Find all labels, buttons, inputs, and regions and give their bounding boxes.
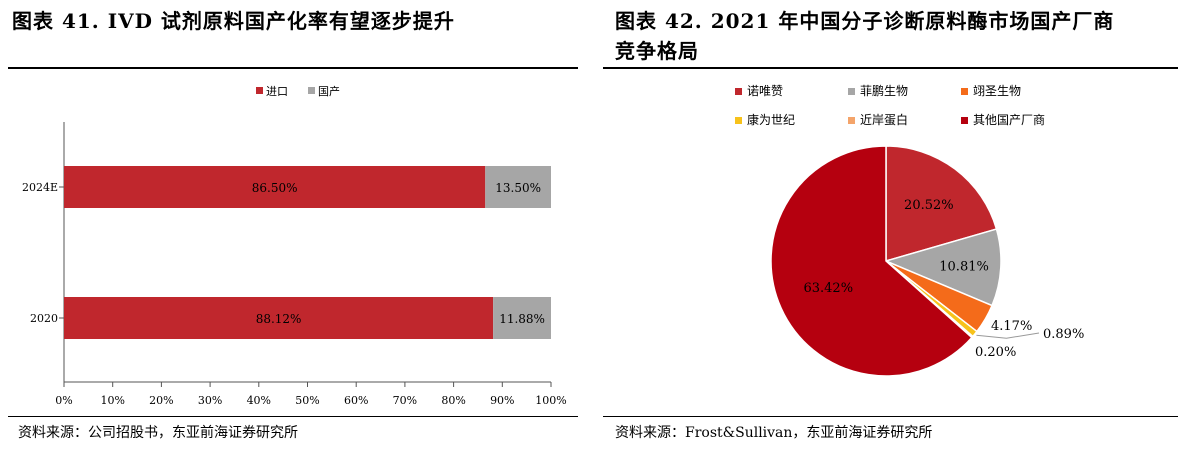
- y-tick-label-0: 2024E: [22, 181, 58, 194]
- pie-slice-1: [883, 228, 1002, 307]
- bar-label-0-0: 86.50%: [252, 181, 298, 195]
- bar-1-0: [64, 297, 494, 339]
- bar-1-1: [493, 297, 551, 339]
- right-source: 资料来源：Frost&Sullivan，东亚前海证券研究所: [615, 425, 933, 441]
- legend-label-2: 翊圣生物: [973, 83, 1021, 98]
- left-source: 资料来源：公司招股书，东亚前海证券研究所: [18, 425, 298, 441]
- x-tick-label-1: 10%: [100, 394, 124, 407]
- legend-swatch-1: [308, 87, 315, 94]
- legend-label-0: 进口: [266, 85, 288, 98]
- pie-label-4: 0.20%: [975, 345, 1016, 360]
- pie-label-0: 20.52%: [904, 198, 954, 213]
- legend-swatch-3: [735, 117, 742, 124]
- bar-0-0: [64, 166, 486, 208]
- legend-swatch-0: [256, 87, 263, 94]
- bar-label-1-0: 88.12%: [256, 312, 302, 326]
- right-source-rule: [603, 416, 1178, 417]
- legend-label-0: 诺唯赞: [747, 84, 783, 98]
- legend-swatch-5: [961, 117, 968, 124]
- y-tick-label-1: 2020: [30, 312, 58, 325]
- bar-label-0-1: 13.50%: [495, 181, 541, 195]
- legend-label-1: 菲鹏生物: [860, 84, 908, 98]
- x-tick-label-10: 100%: [535, 394, 566, 407]
- pie-label-1: 10.81%: [939, 260, 989, 275]
- pie-slice-0: [885, 145, 998, 262]
- right-chart-title: 图表 42. 2021 年中国分子诊断原料酶市场国产厂商 竞争格局: [615, 9, 1115, 63]
- pie-leader-3: [976, 332, 1040, 339]
- x-tick-label-8: 80%: [441, 394, 465, 407]
- bar-0-1: [485, 166, 551, 208]
- left-panel: 图表 41. IVD 试剂原料国产化率有望逐步提升 进口 国产 0% 10% 20% 30…: [0, 0, 580, 449]
- pie-slice-5: [770, 145, 973, 377]
- right-panel: 图表 42. 2021 年中国分子诊断原料酶市场国产厂商 竞争格局 诺唯赞 菲鹏生…: [603, 0, 1182, 449]
- left-title-rule: [8, 67, 578, 69]
- legend-label-5: 其他国产厂商: [973, 112, 1045, 127]
- legend-swatch-4: [848, 117, 855, 124]
- legend-swatch-2: [961, 88, 968, 95]
- x-tick-label-0: 0%: [55, 394, 72, 407]
- x-tick-label-3: 30%: [198, 394, 222, 407]
- legend-swatch-0: [735, 88, 742, 95]
- pie-label-2: 4.17%: [991, 319, 1032, 334]
- x-tick-label-4: 40%: [247, 394, 271, 407]
- x-tick-label-2: 20%: [149, 394, 173, 407]
- pie-label-5: 63.42%: [803, 281, 853, 296]
- x-tick-label-7: 70%: [393, 394, 417, 407]
- legend-label-4: 近岸蛋白: [860, 112, 908, 127]
- x-tick-label-5: 50%: [295, 394, 319, 407]
- x-tick-label-9: 90%: [490, 394, 514, 407]
- legend-label-3: 康为世纪: [747, 112, 795, 127]
- right-title-rule: [603, 67, 1178, 69]
- legend-label-1: 国产: [318, 84, 340, 98]
- x-tick-label-6: 60%: [344, 394, 368, 407]
- pie-label-3: 0.89%: [1043, 327, 1084, 342]
- legend-swatch-1: [848, 88, 855, 95]
- left-source-rule: [8, 416, 578, 417]
- bar-label-1-1: 11.88%: [499, 312, 545, 326]
- left-chart-title: 图表 41. IVD 试剂原料国产化率有望逐步提升: [12, 9, 455, 33]
- bar-chart: 进口 国产 0% 10% 20% 30% 40% 50% 60% 70% 80% 90% 100% 202…: [22, 84, 567, 407]
